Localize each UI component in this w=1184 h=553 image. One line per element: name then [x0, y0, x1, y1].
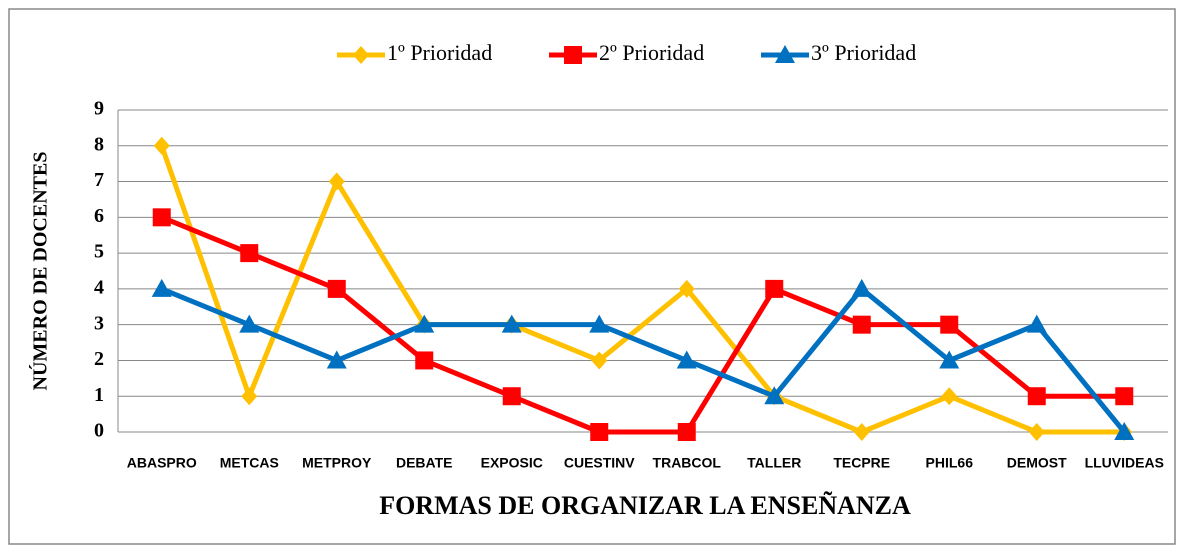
y-tick-label: 1 [94, 384, 104, 406]
data-point [940, 315, 959, 334]
y-tick-label: 5 [94, 241, 104, 263]
x-tick-label: METCAS [220, 455, 279, 471]
data-point [414, 314, 435, 333]
x-tick-label: DEBATE [396, 455, 453, 471]
series-line [160, 286, 1127, 434]
legend-label: 3º Prioridad [811, 40, 916, 65]
data-point [1026, 314, 1047, 333]
data-point [853, 423, 870, 441]
data-point [239, 314, 260, 333]
y-tick-label: 9 [94, 98, 104, 120]
data-point [326, 350, 347, 369]
data-point [852, 315, 871, 334]
legend-marker [564, 46, 582, 64]
x-tick-label: DEMOST [1007, 455, 1067, 471]
x-tick-label: PHIL66 [926, 455, 974, 471]
series-line [159, 144, 1125, 435]
data-point [501, 314, 522, 333]
y-tick-label: 4 [94, 276, 104, 298]
y-tick-label: 2 [94, 348, 104, 370]
data-point [1028, 423, 1045, 441]
legend-label: 1º Prioridad [387, 40, 492, 65]
y-tick-label: 7 [94, 169, 104, 191]
data-point [502, 387, 521, 406]
legend-label: 2º Prioridad [599, 40, 704, 65]
data-point [241, 387, 258, 406]
data-point [851, 278, 872, 297]
y-tick-label: 3 [94, 312, 104, 334]
x-tick-label: LLUVIDEAS [1085, 455, 1164, 471]
data-point [676, 350, 697, 369]
data-point [1027, 387, 1046, 406]
data-point [153, 136, 170, 155]
series-line [160, 215, 1125, 435]
data-point [677, 423, 696, 441]
data-point [328, 172, 345, 191]
legend-marker [353, 46, 369, 64]
x-tick-label: TECPRE [833, 455, 890, 471]
y-axis-title: NÚMERO DE DOCENTES [28, 152, 52, 391]
data-point [939, 350, 960, 369]
y-tick-label: 8 [94, 133, 104, 155]
y-tick-label: 0 [94, 420, 104, 442]
y-tick-label: 6 [94, 205, 104, 227]
data-point [589, 314, 610, 333]
data-point [765, 279, 784, 298]
data-point [590, 423, 609, 441]
x-tick-label: ABASPRO [127, 455, 197, 471]
x-tick-label: TRABCOL [653, 455, 722, 471]
data-point [327, 279, 346, 298]
data-point [678, 279, 695, 298]
legend-marker [775, 45, 795, 63]
data-point [1114, 422, 1135, 440]
data-point [591, 351, 608, 370]
data-point [415, 351, 434, 370]
data-point [1115, 387, 1134, 406]
data-point [240, 244, 259, 263]
chart-border [8, 8, 1176, 545]
data-point [941, 387, 958, 406]
x-axis-title: FORMAS DE ORGANIZAR LA ENSEÑANZA [379, 491, 911, 520]
x-tick-label: CUESTINV [564, 455, 635, 471]
data-point [151, 278, 172, 297]
x-tick-label: TALLER [747, 455, 801, 471]
data-point [764, 386, 785, 405]
data-point [152, 208, 171, 227]
x-tick-label: EXPOSIC [481, 455, 543, 471]
x-tick-label: METPROY [302, 455, 372, 471]
